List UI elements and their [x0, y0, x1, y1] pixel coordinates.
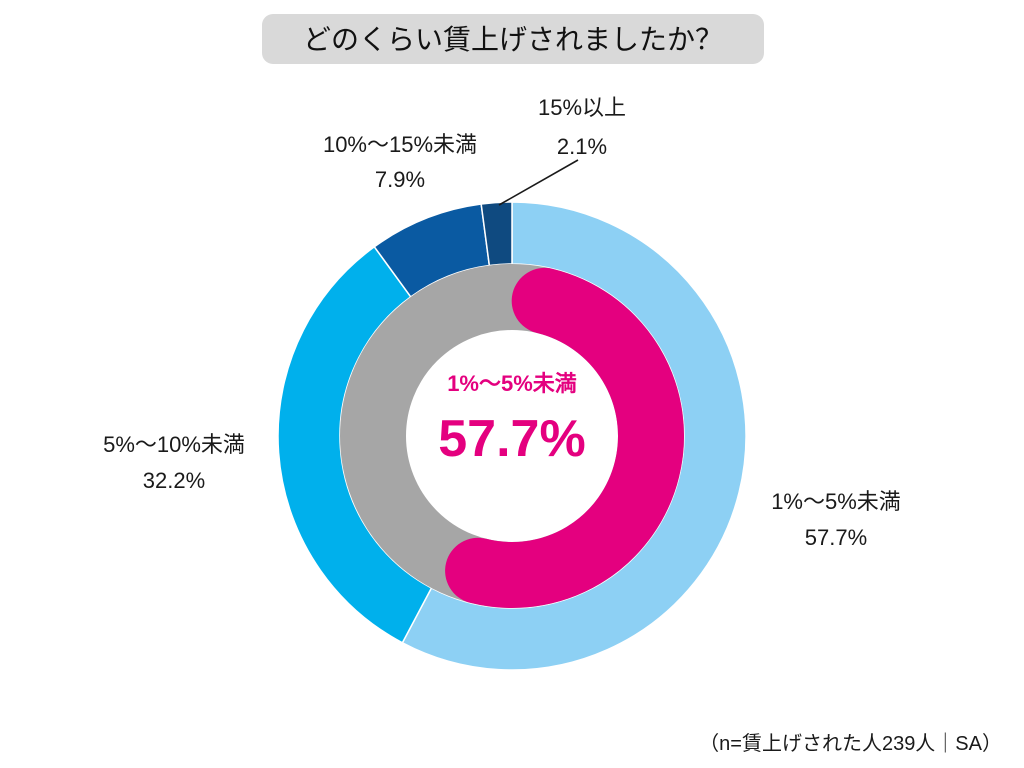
label-value-5-10: 32.2%: [143, 468, 205, 493]
center-highlight: 1%〜5%未満 57.7%: [438, 371, 585, 468]
label-value-1-5: 57.7%: [805, 525, 867, 550]
label-category-5-10: 5%～10%未満: [103, 432, 245, 457]
chart-title-box: どのくらい賃上げされましたか？: [262, 14, 764, 64]
sample-note: （n=賃上げされた人239人｜SA）: [699, 732, 1002, 755]
slice-labels: 15%以上 2.1% 10%～15%未満 7.9% 5%～10%未満 32.2%…: [103, 95, 901, 550]
leader-line-15-percent-plus: [498, 159, 579, 206]
label-category-10-15: 10%～15%未満: [323, 132, 477, 157]
chart-title: どのくらい賃上げされましたか？: [303, 24, 723, 55]
title-background: [262, 14, 764, 64]
label-value-10-15: 7.9%: [375, 167, 425, 192]
label-value-15-plus: 2.1%: [557, 134, 607, 159]
label-category-15-plus: 15%以上: [538, 95, 626, 120]
label-category-1-5: 1%～5%未満: [771, 489, 901, 514]
inner-ring: [340, 264, 684, 608]
center-category-label: 1%〜5%未満: [447, 371, 577, 396]
center-value-label: 57.7%: [438, 410, 585, 468]
outer-ring: [277, 201, 747, 671]
highlight-arc-1-to-5-percent: [445, 267, 684, 608]
